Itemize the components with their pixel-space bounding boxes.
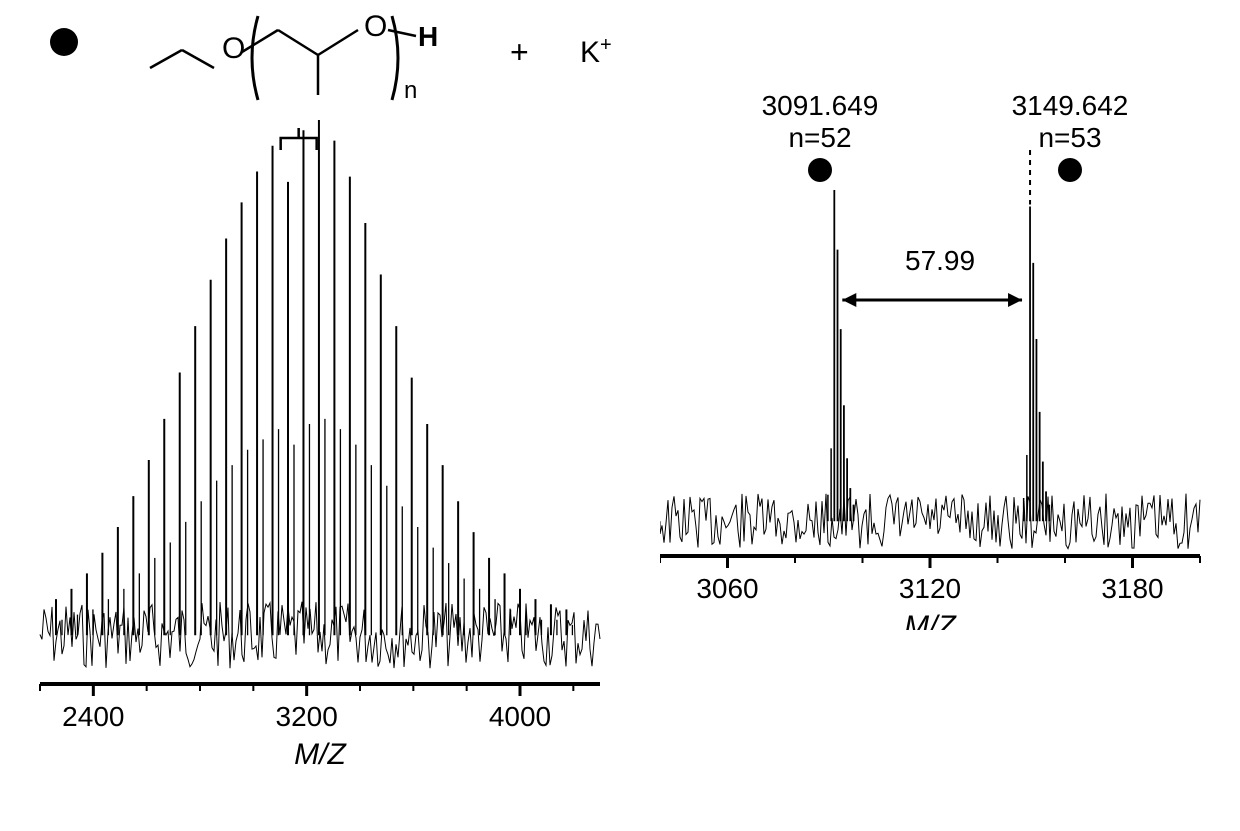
full-spectrum-svg: 240032004000M/Z: [40, 120, 600, 710]
peak1-dot-icon: [808, 158, 832, 182]
molecular-structure-icon: O O n H: [140, 10, 500, 105]
legend-dot-icon: [50, 28, 78, 56]
delta-mz-label: 57.99: [905, 245, 975, 277]
svg-text:2400: 2400: [62, 701, 124, 732]
figure: O O n H + K+ 2400320040: [0, 0, 1240, 831]
chemical-structure-legend: O O n H + K+: [50, 10, 650, 110]
zoom-spectrum-chart: 3091.649 n=52 3149.642 n=53 57.99 306031…: [660, 150, 1220, 630]
svg-text:3200: 3200: [276, 701, 338, 732]
repeat-unit-n: n: [404, 77, 417, 104]
cation-label: K+: [580, 34, 612, 70]
svg-text:4000: 4000: [489, 701, 551, 732]
peak1-n-label: n=52: [740, 122, 900, 154]
atom-o2-label: O: [364, 10, 387, 43]
peak2-dot-icon: [1058, 158, 1082, 182]
peak1-mz-label: 3091.649: [740, 90, 900, 122]
end-group-h: H: [418, 21, 438, 52]
svg-text:3060: 3060: [696, 573, 758, 604]
peak2-mz-label: 3149.642: [990, 90, 1150, 122]
plus-sign: +: [510, 34, 529, 71]
peak2-n-label: n=53: [990, 122, 1150, 154]
svg-text:M/Z: M/Z: [904, 610, 957, 630]
svg-text:M/Z: M/Z: [294, 738, 347, 771]
svg-text:3180: 3180: [1101, 573, 1163, 604]
full-spectrum-chart: 2400 3200 4000 M/Z: [40, 120, 600, 780]
cation-symbol: K: [580, 36, 600, 69]
svg-text:3120: 3120: [899, 573, 961, 604]
cation-charge: +: [600, 34, 612, 56]
atom-o1-label: O: [222, 32, 245, 65]
zoom-spectrum-svg: 3060 3120 3180 M/Z: [660, 150, 1220, 630]
